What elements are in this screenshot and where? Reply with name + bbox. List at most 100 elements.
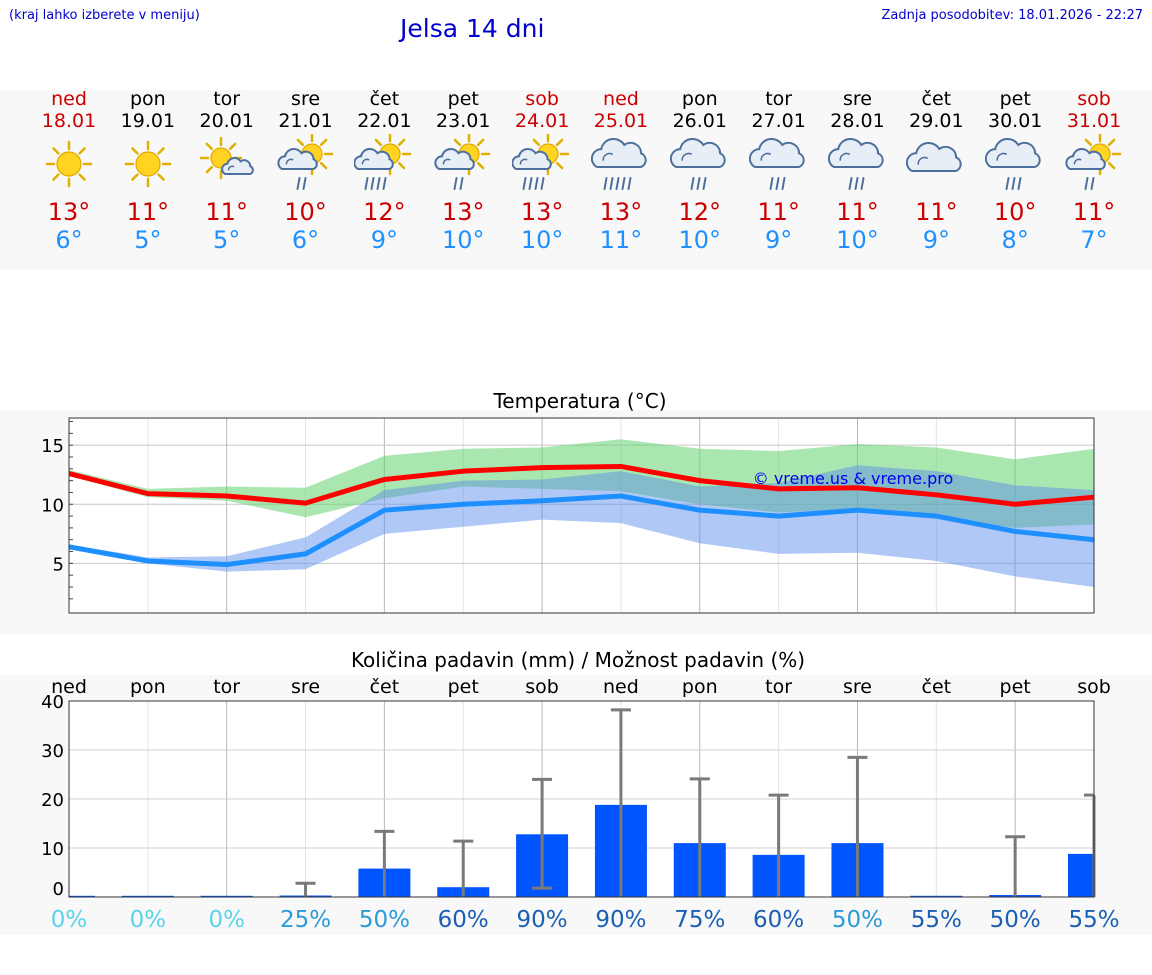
day-date: 20.01: [199, 110, 254, 132]
weather-icon: [827, 137, 884, 190]
day-date: 27.01: [751, 110, 806, 132]
last-update-text: Zadnja posodobitev: 18.01.2026 - 22:27: [881, 8, 1143, 23]
y-tick-label: 15: [41, 436, 64, 457]
max-temperature: 10°: [284, 198, 327, 226]
day-name: sre: [291, 88, 321, 110]
sun-cloud-rain-icon: [1065, 134, 1122, 190]
weather-icon: [669, 137, 726, 190]
y-tick-label: 40: [41, 692, 64, 713]
category-label: ned: [51, 676, 87, 698]
max-temperature: 11°: [757, 198, 800, 226]
y-tick-label: 5: [53, 554, 64, 575]
min-temperature: 11°: [599, 226, 643, 254]
day-name: čet: [369, 88, 400, 110]
probability-label: 55%: [1068, 907, 1119, 933]
precip-bar: [121, 895, 174, 897]
day-date: 30.01: [987, 110, 1043, 132]
chart-title: Temperatura (°C): [492, 389, 666, 413]
category-label: tor: [765, 676, 792, 698]
sun-cloud-heavy-rain-icon: [512, 134, 570, 190]
day-date: 31.01: [1066, 110, 1122, 132]
day-forecast: pon 26.01 12° 10°: [660, 88, 739, 254]
weather-icon: [199, 136, 254, 180]
category-label: sre: [843, 676, 872, 698]
forecast-strip: [0, 90, 1152, 270]
day-forecast: tor 20.01 11° 5°: [187, 88, 266, 254]
probability-label: 55%: [911, 907, 962, 933]
cloud-rain-icon: [669, 137, 726, 190]
category-label: čet: [370, 676, 400, 698]
probability-label: 25%: [280, 907, 331, 933]
location-hint-link[interactable]: (kraj lahko izberete v meniju): [9, 8, 200, 23]
plot-frame: [68, 417, 1095, 614]
day-date: 19.01: [120, 110, 176, 132]
y-tick-label: 10: [41, 839, 64, 860]
weather-icon: [985, 137, 1041, 190]
cloud-heavy-rain-icon: [590, 137, 647, 190]
max-temperature: 13°: [599, 198, 643, 226]
max-temperature: 10°: [993, 198, 1037, 226]
max-temperature: 13°: [47, 198, 91, 226]
weather-icon: [748, 137, 805, 190]
day-name: tor: [765, 88, 793, 110]
min-temperature: 10°: [836, 226, 879, 254]
weather-icon: [906, 141, 963, 172]
sun-cloud-rain-icon: [434, 134, 491, 190]
sun-icon: [124, 140, 172, 188]
day-forecast: sre 21.01 10° 6°: [266, 88, 345, 254]
day-date: 28.01: [830, 110, 885, 132]
watermark: © vreme.us & vreme.pro: [753, 469, 954, 488]
cloud-rain-icon: [827, 137, 884, 190]
day-forecast: pon 19.01 11° 5°: [108, 88, 187, 254]
min-temperature: 6°: [55, 226, 83, 254]
probability-label: 0%: [51, 907, 88, 933]
day-name: sre: [843, 88, 872, 110]
plot-frame: [68, 700, 1095, 898]
category-label: tor: [213, 676, 240, 698]
min-temperature: 5°: [213, 226, 241, 254]
sun-icon: [45, 140, 93, 188]
day-date: 25.01: [593, 110, 649, 132]
day-forecast: tor 27.01 11° 9°: [739, 88, 818, 254]
min-temperature: 8°: [1001, 226, 1029, 254]
day-forecast: ned 25.01 13° 11°: [581, 88, 660, 254]
category-label: pet: [1000, 676, 1031, 698]
probability-label: 90%: [595, 907, 646, 933]
cloud-rain-icon: [748, 137, 805, 190]
min-temperature: 7°: [1080, 226, 1108, 254]
precip-bar: [69, 895, 95, 897]
category-label: pon: [682, 676, 718, 698]
day-name: ned: [603, 88, 639, 110]
day-forecast: sob 24.01 13° 10°: [503, 88, 582, 254]
category-label: pon: [130, 676, 166, 698]
max-temperature: 12°: [363, 198, 406, 226]
min-temperature: 9°: [922, 226, 950, 254]
precip-bar: [200, 895, 253, 897]
category-label: sre: [291, 676, 320, 698]
day-date: 23.01: [436, 110, 491, 132]
probability-label: 50%: [832, 907, 883, 933]
weather-icon: [1065, 134, 1122, 190]
max-temperature: 13°: [520, 198, 564, 226]
max-temperature-line: [68, 463, 1095, 507]
weather-icon: [354, 134, 412, 190]
max-temperature: 11°: [126, 198, 170, 226]
day-name: sob: [525, 88, 559, 110]
day-date: 21.01: [278, 110, 333, 132]
weather-icon: [434, 134, 491, 190]
day-forecast: sob 31.01 11° 7°: [1055, 88, 1134, 254]
day-name: pon: [681, 88, 718, 110]
min-temperature: 10°: [520, 226, 564, 254]
probability-label: 0%: [208, 907, 245, 933]
day-name: pet: [447, 88, 479, 110]
weather-icon: [45, 140, 93, 188]
y-tick-label: 10: [41, 495, 64, 516]
probability-label: 0%: [130, 907, 167, 933]
min-range-band: [69, 465, 1094, 587]
y-tick-label: 30: [41, 741, 64, 762]
max-temperature: 12°: [678, 198, 722, 226]
probability-label: 60%: [438, 907, 489, 933]
precip-bar: [910, 895, 963, 897]
cloud-rain-icon: [985, 137, 1041, 190]
precip-bar: [1068, 853, 1094, 897]
